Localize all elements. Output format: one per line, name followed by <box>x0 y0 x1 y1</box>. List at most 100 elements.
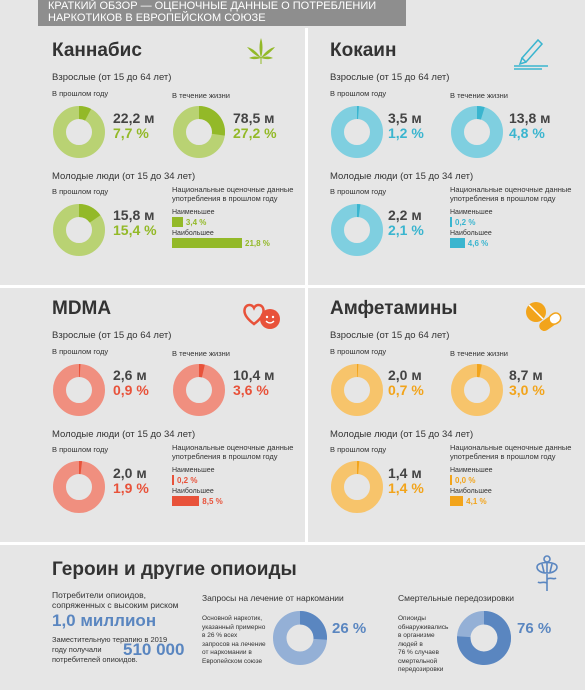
opioids-sub-label2: году получали <box>52 645 102 654</box>
divider-vertical-top <box>305 28 308 286</box>
cocaine-adult-life-donut <box>451 106 503 158</box>
cannabis-lastyear-label: В прошлом году <box>52 89 109 98</box>
cocaine-adult-life-values: 13,8 м 4,8 % <box>509 111 551 140</box>
treat-desc2: указанный примерно <box>202 623 266 631</box>
mdma-adult-year-values: 2,6 м 0,9 % <box>113 368 149 397</box>
mdma-lifetime-label: В течение жизни <box>172 349 231 358</box>
mdma-young-donut <box>53 461 105 513</box>
cannabis-adult-life-values: 78,5 м 27,2 % <box>233 111 277 140</box>
national-line2: употребления в прошлом году <box>172 194 278 203</box>
mdma-max-row: 8,5 % <box>172 496 302 506</box>
donut-segment <box>199 364 205 378</box>
mdma-adult-life-values: 10,4 м 3,6 % <box>233 368 275 397</box>
donut-segment <box>477 364 482 378</box>
cannabis-adults-label: Взрослые (от 15 до 64 лет) <box>52 72 172 83</box>
mdma-adult-life-donut <box>173 364 225 416</box>
cannabis-lifetime-label: В течение жизни <box>172 91 231 100</box>
cocaine-adult-year-pct: 1,2 % <box>388 124 424 141</box>
cocaine-max-bar <box>450 238 465 248</box>
cocaine-lastyear-label: В прошлом году <box>330 89 387 98</box>
national-line1: Национальные оценочные данные <box>172 443 294 452</box>
donut-segment <box>199 106 225 136</box>
amphet-young-count: 1,4 м <box>388 465 422 481</box>
amphet-adult-life-donut <box>451 364 503 416</box>
mdma-young-count: 2,0 м <box>113 465 147 481</box>
cannabis-min-value: 3,4 % <box>185 217 207 227</box>
line-icon <box>514 38 548 70</box>
opioids-treat-title: Запросы на лечение от наркомании <box>202 593 344 603</box>
opioids-hr-label2: сопряженных с высоким риском <box>52 600 179 610</box>
cannabis-adult-year-pct: 7,7 % <box>113 124 149 141</box>
cannabis-max-row: 21,8 % <box>172 238 302 248</box>
cocaine-min-bar <box>450 217 452 227</box>
mdma-max-bar <box>172 496 200 506</box>
mdma-adult-year-count: 2,6 м <box>113 367 147 383</box>
cannabis-young-donut <box>53 204 105 256</box>
amphet-max-value: 4,1 % <box>466 496 487 506</box>
amphet-young-donut <box>331 461 383 513</box>
cannabis-adult-life-donut <box>173 106 225 158</box>
panel-opioids: Героин и другие опиоиды Потребители опио… <box>0 545 585 690</box>
amphet-adult-life-count: 8,7 м <box>509 367 543 383</box>
national-line1: Национальные оценочные данные <box>450 443 572 452</box>
od-desc2: обнаруживались <box>398 623 449 631</box>
max-label: Наибольшее <box>172 488 214 495</box>
mdma-title: MDMA <box>52 298 112 319</box>
opioids-hr-label1: Потребители опиоидов, <box>52 590 146 600</box>
cocaine-lifetime-label: В течение жизни <box>450 91 509 100</box>
opioids-sub-label3: потребителей опиоидов. <box>52 655 138 664</box>
mdma-adults-label: Взрослые (от 15 до 64 лет) <box>52 330 172 341</box>
amphet-national-bars: Наименьшее 0,0 % Наибольшее 4,1 % <box>450 467 580 509</box>
pill-icon <box>526 302 562 332</box>
od-desc4: людей в <box>398 640 423 648</box>
amphet-adult-year-count: 2,0 м <box>388 367 422 383</box>
donut-segment <box>79 106 92 121</box>
hearts-smiley-icon <box>243 303 280 329</box>
opioids-od-pct: 76 % <box>517 620 552 637</box>
mdma-adult-life-pct: 3,6 % <box>233 381 269 398</box>
cannabis-young-values: 15,8 м 15,4 % <box>113 208 157 237</box>
national-line2: употребления в прошлом году <box>450 194 556 203</box>
divider-horizontal-1 <box>0 285 585 288</box>
mdma-young-label: Молодые люди (от 15 до 34 лет) <box>52 429 196 440</box>
amphet-min-value: 0,0 % <box>455 475 476 485</box>
cocaine-adult-life-count: 13,8 м <box>509 110 551 126</box>
cocaine-adult-year-count: 3,5 м <box>388 110 422 126</box>
cocaine-adult-life-pct: 4,8 % <box>509 124 545 141</box>
cocaine-young-pct: 2,1 % <box>388 221 424 238</box>
cannabis-national-label: Национальные оценочные данные употреблен… <box>172 185 293 203</box>
od-desc5: 76 % случаев <box>398 649 439 656</box>
panel-amphetamines: Амфетамины Взрослые (от 15 до 64 лет) В … <box>308 288 585 542</box>
cocaine-min-value: 0,2 % <box>455 217 476 227</box>
amphet-national-label: Национальные оценочные данные употреблен… <box>450 443 571 461</box>
donut-segment <box>357 461 360 475</box>
cocaine-national-label: Национальные оценочные данные употреблен… <box>450 185 571 203</box>
divider-horizontal-2 <box>0 542 585 545</box>
min-label: Наименьшее <box>450 209 493 216</box>
panel-cocaine: Кокаин Взрослые (от 15 до 64 лет) В прош… <box>308 28 585 286</box>
donut-segment <box>457 611 511 665</box>
od-desc3: в организме <box>398 632 435 639</box>
mdma-min-bar <box>172 475 174 485</box>
cannabis-young-pct: 15,4 % <box>113 221 157 238</box>
amphet-title: Амфетамины <box>330 298 458 319</box>
cannabis-min-row: 3,4 % <box>172 217 302 227</box>
donut-segment <box>477 106 485 120</box>
cocaine-young-values: 2,2 м 2,1 % <box>388 208 424 237</box>
mdma-young-pct: 1,9 % <box>113 479 149 496</box>
cocaine-min-row: 0,2 % <box>450 217 580 227</box>
mdma-young-values: 2,0 м 1,9 % <box>113 466 149 495</box>
cocaine-max-row: 4,6 % <box>450 238 580 248</box>
treat-desc5: от наркомании в <box>202 649 252 656</box>
amphet-lifetime-label: В течение жизни <box>450 349 509 358</box>
cocaine-adults-label: Взрослые (от 15 до 64 лет) <box>330 72 450 83</box>
opioids-sub-label: Заместительную терапию в 2019 году получ… <box>52 635 167 665</box>
cannabis-adult-year-count: 22,2 м <box>113 110 155 126</box>
cannabis-young-lastyear-label: В прошлом году <box>52 187 109 196</box>
cocaine-young-donut <box>331 204 383 256</box>
cocaine-title: Кокаин <box>330 40 397 61</box>
mdma-max-value: 8,5 % <box>202 496 223 506</box>
od-desc6: смертельной <box>398 657 438 665</box>
poppy-icon <box>536 555 558 591</box>
